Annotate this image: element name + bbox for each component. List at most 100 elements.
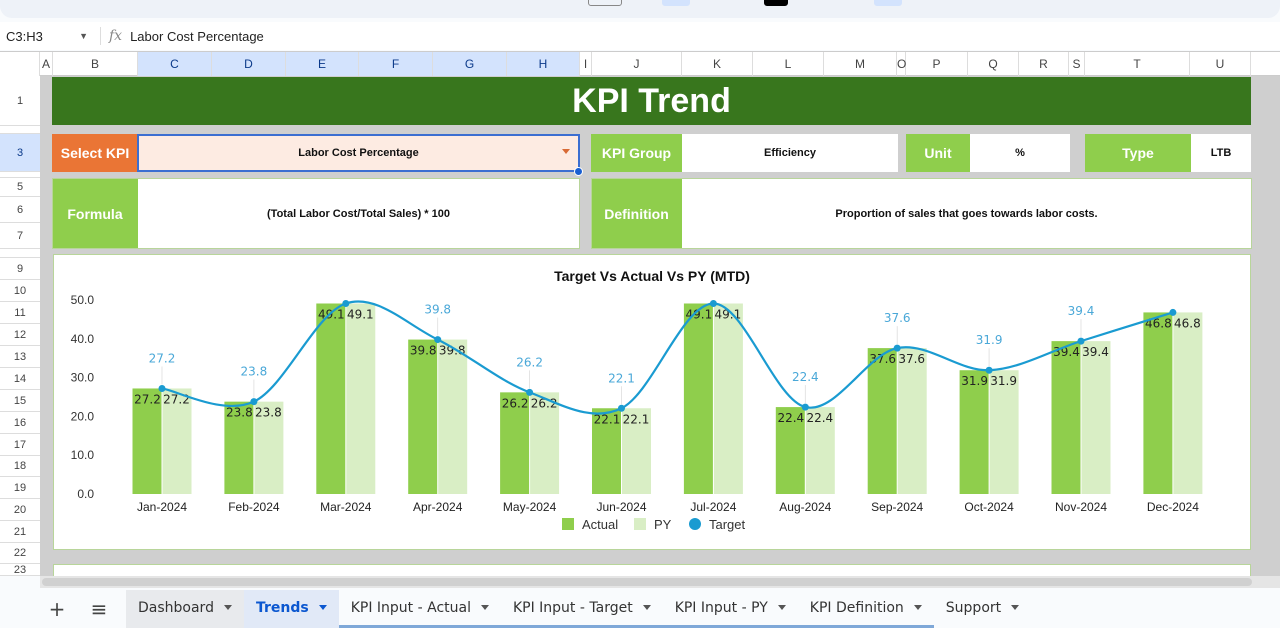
column-header-h[interactable]: H	[507, 52, 580, 76]
row-header-10[interactable]: 10	[0, 280, 40, 302]
row-header-3[interactable]: 3	[0, 134, 40, 172]
target-point[interactable]	[985, 366, 993, 374]
text-color-swatch[interactable]	[764, 0, 788, 6]
actual-bar[interactable]	[1143, 312, 1173, 494]
row-header-21[interactable]: 21	[0, 521, 40, 543]
target-point[interactable]	[342, 299, 350, 307]
py-bar[interactable]	[438, 339, 468, 494]
target-point[interactable]	[1169, 308, 1177, 316]
sheet-tab-support[interactable]: Support	[934, 590, 1031, 628]
horizontal-scrollbar[interactable]	[40, 576, 1280, 588]
sheet-tab-kpi-input-target[interactable]: KPI Input - Target	[500, 590, 663, 628]
selection-fill-handle[interactable]	[574, 167, 583, 176]
column-header-e[interactable]: E	[286, 52, 359, 76]
column-header-t[interactable]: T	[1085, 52, 1190, 76]
add-sheet-button[interactable]: +	[36, 597, 78, 621]
actual-bar[interactable]	[408, 339, 438, 494]
actual-bar[interactable]	[316, 303, 346, 494]
row-header-1[interactable]: 1	[0, 76, 40, 126]
py-bar[interactable]	[897, 348, 927, 494]
target-point[interactable]	[709, 299, 717, 307]
row-header-12[interactable]: 12	[0, 324, 40, 346]
py-bar[interactable]	[346, 303, 376, 494]
target-point[interactable]	[1077, 337, 1085, 345]
column-header-p[interactable]: P	[906, 52, 968, 76]
row-header-11[interactable]: 11	[0, 302, 40, 324]
column-header-u[interactable]: U	[1190, 52, 1251, 76]
py-bar[interactable]	[162, 388, 192, 494]
chevron-down-icon[interactable]	[480, 605, 489, 610]
column-header-d[interactable]: D	[212, 52, 286, 76]
target-point[interactable]	[526, 388, 534, 396]
row-header-20[interactable]: 20	[0, 499, 40, 521]
actual-bar[interactable]	[775, 407, 805, 494]
row-header-4[interactable]	[0, 172, 40, 178]
row-header-18[interactable]: 18	[0, 456, 40, 477]
toolbar-zoom-box[interactable]	[588, 0, 622, 6]
actual-bar[interactable]	[132, 388, 162, 494]
formula-input[interactable]: Labor Cost Percentage	[130, 28, 264, 44]
name-box[interactable]: C3:H3 ▼	[0, 29, 96, 44]
py-bar[interactable]	[1081, 341, 1111, 494]
row-header-6[interactable]: 6	[0, 197, 40, 223]
actual-bar[interactable]	[959, 370, 989, 494]
actual-bar[interactable]	[867, 348, 897, 494]
all-sheets-button[interactable]: ≡	[78, 597, 120, 621]
target-point[interactable]	[250, 398, 258, 406]
actual-bar[interactable]	[683, 303, 713, 494]
scrollbar-thumb[interactable]	[42, 578, 1252, 586]
py-bar[interactable]	[1173, 312, 1203, 494]
py-bar[interactable]	[254, 401, 284, 494]
py-bar[interactable]	[530, 392, 560, 494]
sheet-tab-kpi-definition[interactable]: KPI Definition	[797, 590, 934, 628]
column-header-m[interactable]: M	[824, 52, 897, 76]
target-line[interactable]	[161, 300, 1174, 415]
trend-chart[interactable]: Target Vs Actual Vs PY (MTD) 0.0 10.0 20.0…	[53, 254, 1251, 550]
kpi-dropdown[interactable]: Labor Cost Percentage	[137, 134, 580, 172]
column-header-o[interactable]: O	[897, 52, 906, 76]
merge-cells-button[interactable]	[874, 0, 902, 6]
row-header-2[interactable]	[0, 126, 40, 134]
column-header-j[interactable]: J	[592, 52, 682, 76]
actual-bar[interactable]	[500, 392, 530, 494]
actual-bar[interactable]	[1051, 341, 1081, 494]
column-header-q[interactable]: Q	[968, 52, 1019, 76]
column-header-l[interactable]: L	[753, 52, 824, 76]
target-point[interactable]	[801, 403, 809, 411]
row-header-16[interactable]: 16	[0, 412, 40, 434]
chevron-down-icon[interactable]	[913, 605, 922, 610]
column-header-f[interactable]: F	[359, 52, 433, 76]
sheet-tab-dashboard[interactable]: Dashboard	[126, 590, 244, 628]
actual-bar[interactable]	[224, 401, 254, 494]
row-header-9[interactable]: 9	[0, 258, 40, 280]
sheet-tab-kpi-input-actual[interactable]: KPI Input - Actual	[338, 590, 501, 628]
row-header-15[interactable]: 15	[0, 390, 40, 412]
row-header-14[interactable]: 14	[0, 368, 40, 390]
chevron-down-icon[interactable]	[223, 605, 232, 610]
column-header-b[interactable]: B	[53, 52, 138, 76]
py-bar[interactable]	[805, 407, 835, 494]
row-header-22[interactable]: 22	[0, 543, 40, 564]
py-bar[interactable]	[989, 370, 1019, 494]
column-header-r[interactable]: R	[1019, 52, 1069, 76]
toolbar-button[interactable]	[662, 0, 690, 6]
sheet-tab-kpi-input-py[interactable]: KPI Input - PY	[662, 590, 798, 628]
py-bar[interactable]	[622, 408, 651, 494]
target-point[interactable]	[893, 344, 901, 352]
target-point[interactable]	[158, 384, 166, 392]
target-point[interactable]	[618, 404, 625, 412]
py-bar[interactable]	[713, 303, 743, 494]
column-header-s[interactable]: S	[1069, 52, 1085, 76]
row-header-17[interactable]: 17	[0, 434, 40, 456]
chevron-down-icon[interactable]	[777, 605, 786, 610]
row-header-19[interactable]: 19	[0, 477, 40, 499]
chevron-down-icon[interactable]	[318, 605, 327, 610]
chevron-down-icon[interactable]	[1011, 605, 1020, 610]
actual-bar[interactable]	[592, 408, 621, 494]
select-all-corner[interactable]	[0, 52, 40, 76]
row-header-7[interactable]: 7	[0, 223, 40, 249]
row-header-13[interactable]: 13	[0, 346, 40, 368]
column-header-k[interactable]: K	[682, 52, 753, 76]
row-header-5[interactable]: 5	[0, 178, 40, 197]
column-header-a[interactable]: A	[40, 52, 53, 76]
